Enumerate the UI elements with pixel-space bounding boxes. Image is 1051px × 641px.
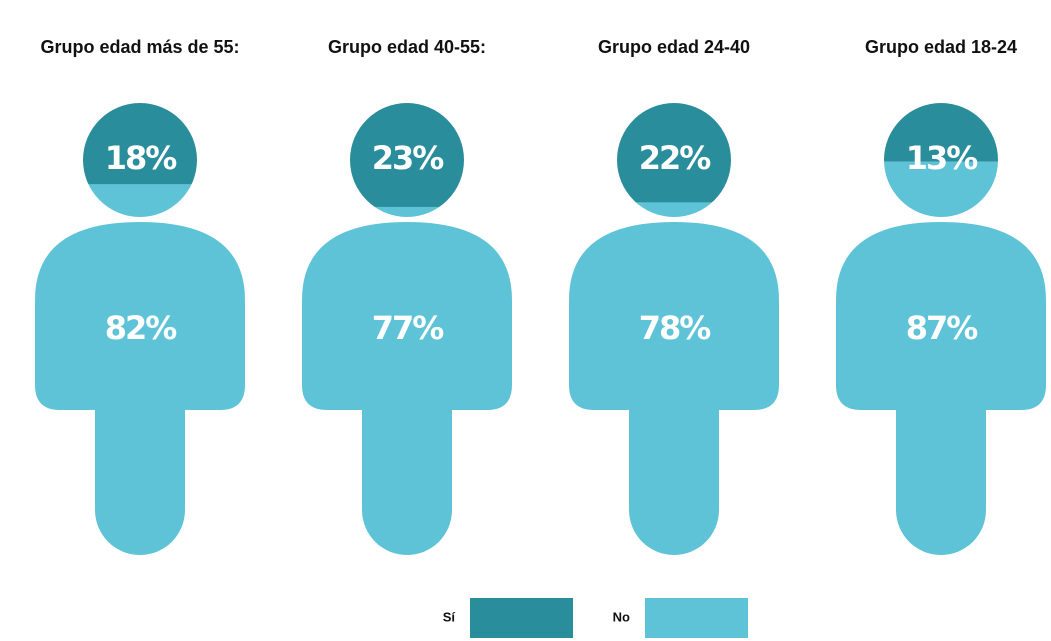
- legend-label: No: [613, 609, 630, 624]
- legend-label: Sí: [443, 609, 456, 624]
- group-title: Grupo edad más de 55:: [40, 37, 239, 57]
- group-title: Grupo edad 40-55:: [328, 37, 486, 57]
- value-label: 18%: [105, 139, 178, 177]
- value-label: 87%: [906, 309, 979, 347]
- value-label: 22%: [639, 139, 712, 177]
- figure-segment: [569, 202, 779, 555]
- group-title: Grupo edad 24-40: [598, 37, 750, 57]
- value-label: 82%: [105, 309, 178, 347]
- value-label: 13%: [906, 139, 979, 177]
- figure-segment: [836, 161, 1046, 555]
- legend-swatch: [645, 598, 748, 638]
- legend-swatch: [470, 598, 573, 638]
- figure-segment: [35, 184, 245, 555]
- value-label: 23%: [372, 139, 445, 177]
- figure-segment: [302, 206, 512, 555]
- value-label: 77%: [372, 309, 445, 347]
- group-title: Grupo edad 18-24: [865, 37, 1017, 57]
- value-label: 78%: [639, 309, 712, 347]
